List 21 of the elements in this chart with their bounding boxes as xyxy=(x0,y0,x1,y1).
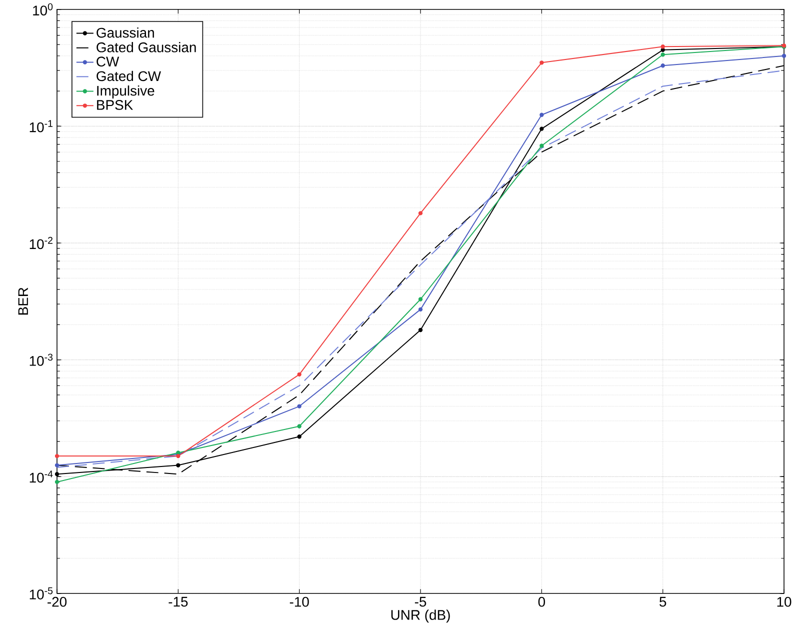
y-tick-label: 10$^{-2}$ xyxy=(30,236,52,250)
legend-label: Gaussian xyxy=(96,27,154,38)
legend-label: Gated CW xyxy=(96,70,161,82)
legend-label: Impulsive xyxy=(97,85,154,98)
y-tick-label: 10$^{-3}$ xyxy=(30,354,53,366)
x-axis-title: UNR (dB) xyxy=(391,610,450,623)
y-tick-label: 10$^{0}$ xyxy=(33,3,53,16)
x-tick-label: -5 xyxy=(414,596,426,607)
y-axis-title: BER xyxy=(18,288,28,315)
legend-label: CW xyxy=(96,56,120,67)
y-tick-label: 10$^{-1}$ xyxy=(30,120,53,132)
x-tick-label: -10 xyxy=(290,596,309,607)
x-tick-label: -20 xyxy=(48,596,67,607)
legend-label: Gated Gaussian xyxy=(96,42,196,52)
x-tick-label: 10 xyxy=(777,596,792,607)
y-tick-label: 10$^{-5}$ xyxy=(30,587,53,600)
x-tick-label: -15 xyxy=(168,596,188,607)
y-tick-label: 10$^{-4}$ xyxy=(30,470,53,483)
x-tick-label: 0 xyxy=(538,596,546,607)
x-tick-label: 5 xyxy=(660,596,666,607)
legend-label: BPSK xyxy=(97,100,133,110)
